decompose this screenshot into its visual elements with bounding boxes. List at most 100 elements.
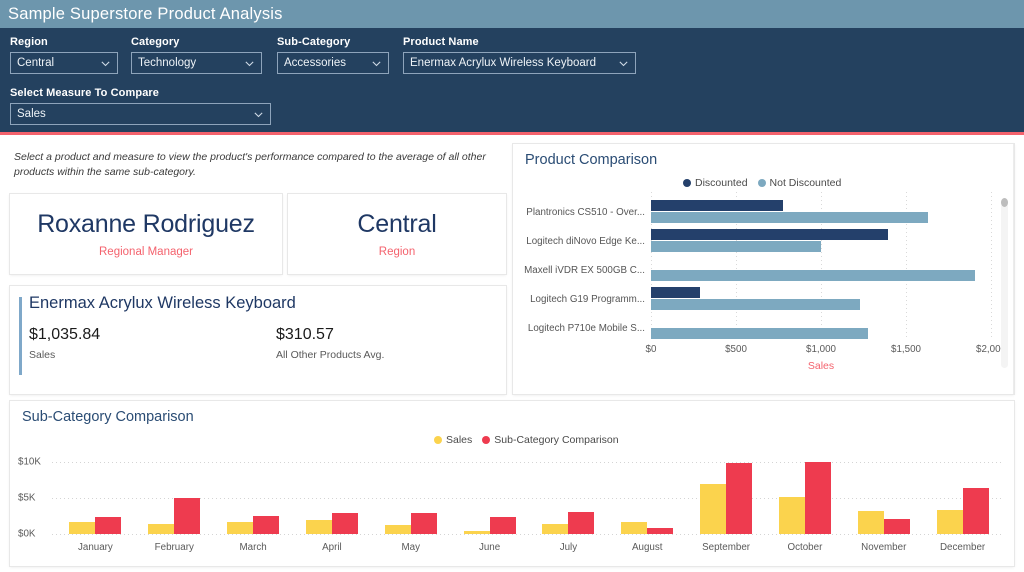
- filter-measure: Select Measure To Compare Sales: [10, 87, 271, 125]
- legend-item[interactable]: Discounted: [683, 177, 748, 189]
- legend-swatch-icon: [482, 436, 491, 444]
- bar-segment[interactable]: [651, 212, 928, 223]
- kpi-sales-value: $1,035.84: [29, 326, 101, 343]
- bar-segment[interactable]: [542, 523, 569, 534]
- regional-manager-value: Roxanne Rodriguez: [37, 210, 255, 238]
- measure-slicer[interactable]: Sales: [10, 103, 271, 125]
- bar-segment[interactable]: [174, 498, 201, 534]
- bar-segment[interactable]: [651, 229, 888, 240]
- report-description: Select a product and measure to view the…: [14, 151, 486, 179]
- bar-segment[interactable]: [489, 517, 516, 534]
- bar-segment[interactable]: [463, 531, 490, 534]
- bar-segment[interactable]: [95, 517, 122, 534]
- product-comparison-legend: Discounted Not Discounted: [683, 177, 841, 189]
- bar-segment[interactable]: [331, 513, 358, 534]
- legend-item[interactable]: Not Discounted: [757, 177, 842, 189]
- kpi-metric-sales: $1,035.84 Sales: [29, 326, 276, 361]
- x-axis-tick: $0: [645, 344, 657, 355]
- x-axis-tick: August: [631, 542, 663, 553]
- chevron-down-icon: [253, 109, 264, 120]
- bar-segment[interactable]: [621, 521, 648, 534]
- gridline: [52, 534, 1004, 535]
- bar-segment[interactable]: [883, 518, 910, 534]
- category-label: Plantronics CS510 - Over...: [526, 207, 645, 218]
- kpi-sales-label: Sales: [29, 349, 56, 361]
- sub-category-comparison-panel: Sub-Category Comparison Sales Sub-Categor…: [10, 401, 1014, 566]
- bar-segment[interactable]: [700, 484, 727, 534]
- region-slicer[interactable]: Central: [10, 52, 118, 74]
- legend-item[interactable]: Sales: [434, 434, 472, 446]
- bar-segment[interactable]: [936, 509, 963, 534]
- category-label: Logitech P710e Mobile S...: [527, 323, 645, 334]
- kpi-average-label: All Other Products Avg.: [276, 349, 385, 361]
- bar-segment[interactable]: [962, 487, 989, 534]
- bar-segment[interactable]: [410, 513, 437, 534]
- x-axis-tick: March: [239, 542, 267, 553]
- bar-segment[interactable]: [305, 520, 332, 534]
- sub-category-comparison-legend: Sales Sub-Category Comparison: [434, 434, 619, 446]
- x-axis-tick: October: [787, 542, 823, 553]
- bar-segment[interactable]: [651, 270, 976, 281]
- kpi-product-title: Enermax Acrylux Wireless Keyboard: [29, 294, 296, 312]
- legend-label: Not Discounted: [769, 177, 842, 189]
- category-label: Logitech G19 Programm...: [530, 294, 645, 305]
- legend-label: Sub-Category Comparison: [494, 434, 619, 446]
- legend-swatch-icon: [683, 179, 691, 187]
- bar-segment[interactable]: [651, 200, 783, 211]
- x-axis-tick: April: [322, 542, 342, 553]
- vertical-scrollbar[interactable]: [1001, 198, 1008, 368]
- filter-panel: Region Central Category Technology Sub-C…: [0, 28, 1024, 135]
- measure-slicer-value: Sales: [17, 108, 46, 120]
- bar-segment[interactable]: [253, 516, 280, 534]
- bar-segment[interactable]: [227, 522, 254, 534]
- sub-category-comparison-plot[interactable]: $0K $5K $10K January February March April May Ju…: [10, 451, 1014, 566]
- filter-measure-label: Select Measure To Compare: [10, 87, 160, 99]
- x-axis-tick: May: [401, 542, 421, 553]
- sub-category-slicer-value: Accessories: [284, 57, 346, 69]
- x-axis-tick: $1,500: [891, 344, 921, 355]
- filter-product-name: Product Name Enermax Acrylux Wireless Ke…: [403, 36, 636, 74]
- legend-label: Sales: [446, 434, 473, 446]
- chevron-down-icon: [100, 58, 111, 69]
- bar-segment[interactable]: [778, 497, 805, 534]
- bar-segment[interactable]: [651, 299, 860, 310]
- product-comparison-plot[interactable]: Plantronics CS510 - Over... Logitech diNo…: [513, 192, 1014, 372]
- bar-segment[interactable]: [804, 462, 831, 534]
- bar-segment[interactable]: [148, 524, 175, 534]
- legend-item[interactable]: Sub-Category Comparison: [482, 434, 619, 446]
- gridline: [821, 192, 822, 340]
- legend-label: Discounted: [695, 177, 748, 189]
- bar-segment[interactable]: [568, 512, 595, 534]
- gridline: [651, 192, 652, 340]
- kpi-panel: Enermax Acrylux Wireless Keyboard $1,035…: [10, 286, 506, 394]
- category-slicer-value: Technology: [138, 57, 197, 69]
- filter-region-label: Region: [10, 36, 48, 48]
- card-regional-manager: Roxanne Rodriguez Regional Manager: [10, 194, 282, 274]
- x-axis-title: Sales: [807, 360, 835, 372]
- x-axis-tick: June: [478, 542, 501, 553]
- x-axis-tick: September: [702, 542, 751, 553]
- bar-segment[interactable]: [647, 527, 674, 534]
- product-name-slicer[interactable]: Enermax Acrylux Wireless Keyboard: [403, 52, 636, 74]
- scrollbar-thumb[interactable]: [1001, 198, 1008, 207]
- x-axis-tick: December: [939, 542, 986, 553]
- kpi-average-value: $310.57: [276, 326, 334, 343]
- legend-swatch-icon: [434, 436, 442, 444]
- bar-segment[interactable]: [857, 511, 884, 534]
- bar-segment[interactable]: [651, 241, 821, 252]
- product-name-slicer-value: Enermax Acrylux Wireless Keyboard: [410, 57, 596, 69]
- bar-segment[interactable]: [651, 287, 701, 298]
- filter-category: Category Technology: [131, 36, 262, 74]
- sub-category-slicer[interactable]: Accessories: [277, 52, 389, 74]
- y-axis-tick: $5K: [18, 492, 36, 504]
- filter-sub-category: Sub-Category Accessories: [277, 36, 389, 74]
- region-slicer-value: Central: [17, 57, 55, 69]
- filter-sub-category-label: Sub-Category: [277, 36, 351, 48]
- product-comparison-panel: Product Comparison Discounted Not Discoun…: [513, 144, 1014, 394]
- x-axis-tick: February: [154, 542, 194, 553]
- bar-segment[interactable]: [384, 525, 411, 534]
- category-slicer[interactable]: Technology: [131, 52, 262, 74]
- bar-segment[interactable]: [651, 328, 868, 339]
- bar-segment[interactable]: [726, 463, 753, 534]
- bar-segment[interactable]: [69, 522, 96, 534]
